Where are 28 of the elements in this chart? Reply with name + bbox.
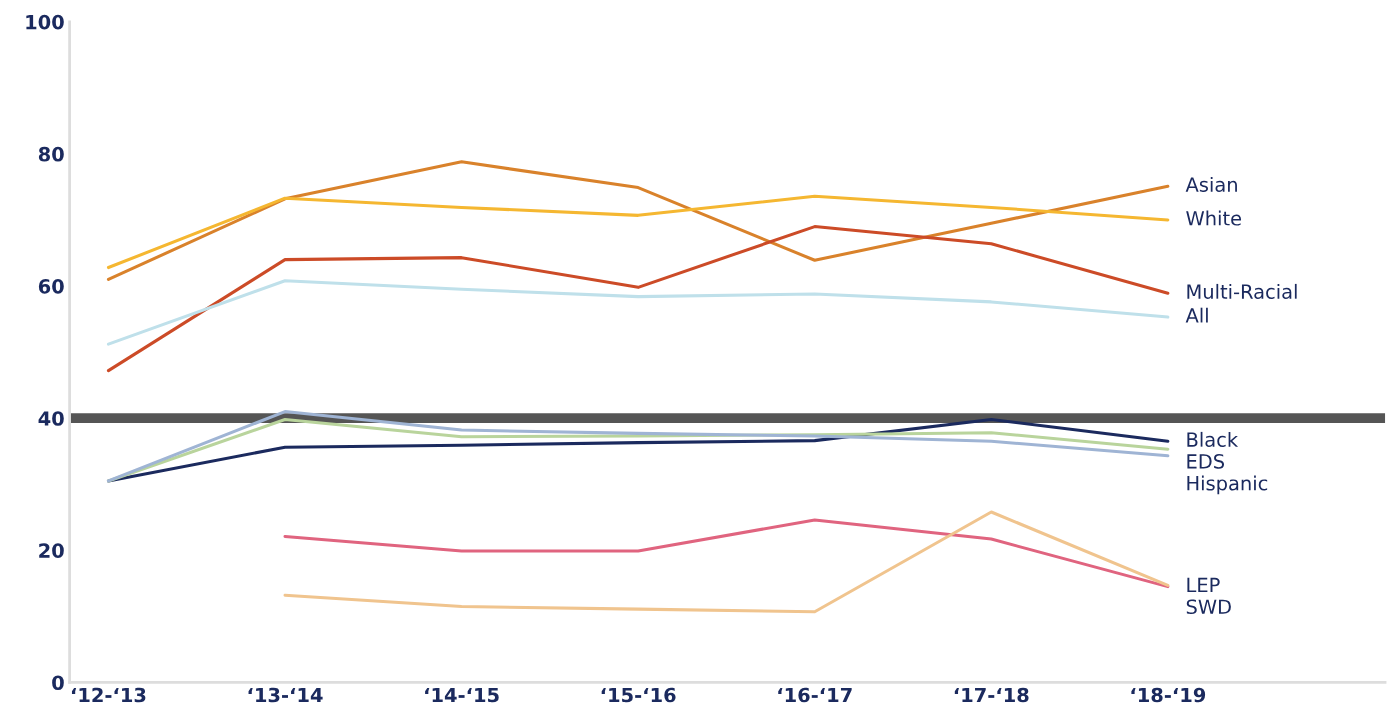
series-label: All [1185,307,1208,323]
series-label: Black [1187,431,1239,447]
line-series [106,194,1170,270]
line-series [106,279,1170,346]
x-tick-label: ‘14-‘15 [425,687,499,703]
series-label: SWD [1186,599,1231,615]
line-series [283,510,1170,614]
series-label: Hispanic [1187,475,1268,495]
y-tick-label: 100 [26,14,64,30]
series-label: EDS [1187,454,1225,469]
y-tick-label: 20 [39,543,64,558]
line-series [283,518,1170,589]
series-label: Asian [1185,176,1237,192]
x-tick-label: ‘18-‘19 [1131,687,1206,703]
y-tick-label: 80 [38,146,64,162]
x-tick-label: ‘13-‘14 [248,687,323,703]
x-tick-label: ‘17-‘18 [954,687,1029,703]
y-tick-label: 60 [38,279,64,294]
series-label: Multi-Racial [1187,283,1297,299]
x-tick-label: ‘16-‘17 [778,687,852,703]
x-tick-label: ‘12-‘13 [71,687,146,703]
line-series [106,160,1170,281]
line-series [106,225,1170,373]
y-tick-label: 40 [38,411,64,426]
series-label: LEP [1187,577,1220,593]
y-tick-label: 0 [52,675,64,691]
x-tick-label: ‘15-‘16 [601,687,676,703]
series-label: White [1186,210,1242,226]
